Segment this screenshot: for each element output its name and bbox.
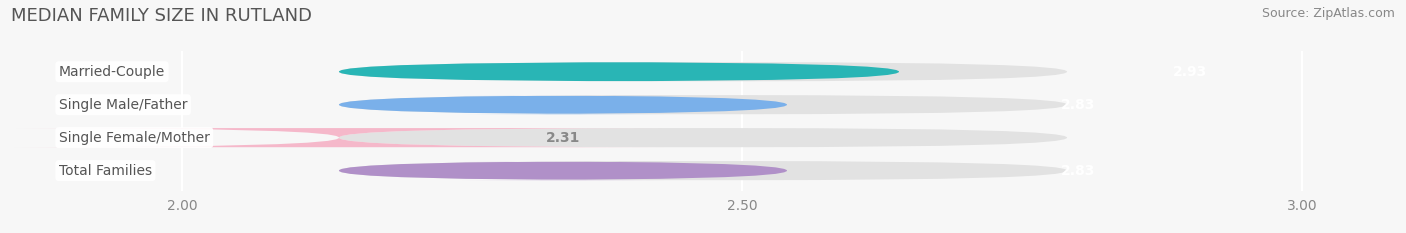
Text: Total Families: Total Families (59, 164, 152, 178)
Text: Source: ZipAtlas.com: Source: ZipAtlas.com (1261, 7, 1395, 20)
FancyBboxPatch shape (339, 161, 1067, 180)
FancyBboxPatch shape (339, 62, 1067, 81)
Text: MEDIAN FAMILY SIZE IN RUTLAND: MEDIAN FAMILY SIZE IN RUTLAND (11, 7, 312, 25)
Text: Married-Couple: Married-Couple (59, 65, 165, 79)
FancyBboxPatch shape (339, 128, 1067, 147)
Text: Single Female/Mother: Single Female/Mother (59, 131, 209, 145)
Text: Single Male/Father: Single Male/Father (59, 98, 187, 112)
Text: 2.83: 2.83 (1060, 164, 1095, 178)
FancyBboxPatch shape (339, 95, 1067, 114)
FancyBboxPatch shape (339, 62, 898, 81)
FancyBboxPatch shape (339, 161, 787, 180)
Text: 2.93: 2.93 (1173, 65, 1208, 79)
FancyBboxPatch shape (14, 128, 664, 147)
Text: 2.83: 2.83 (1060, 98, 1095, 112)
Text: 2.31: 2.31 (546, 131, 581, 145)
FancyBboxPatch shape (339, 95, 787, 114)
